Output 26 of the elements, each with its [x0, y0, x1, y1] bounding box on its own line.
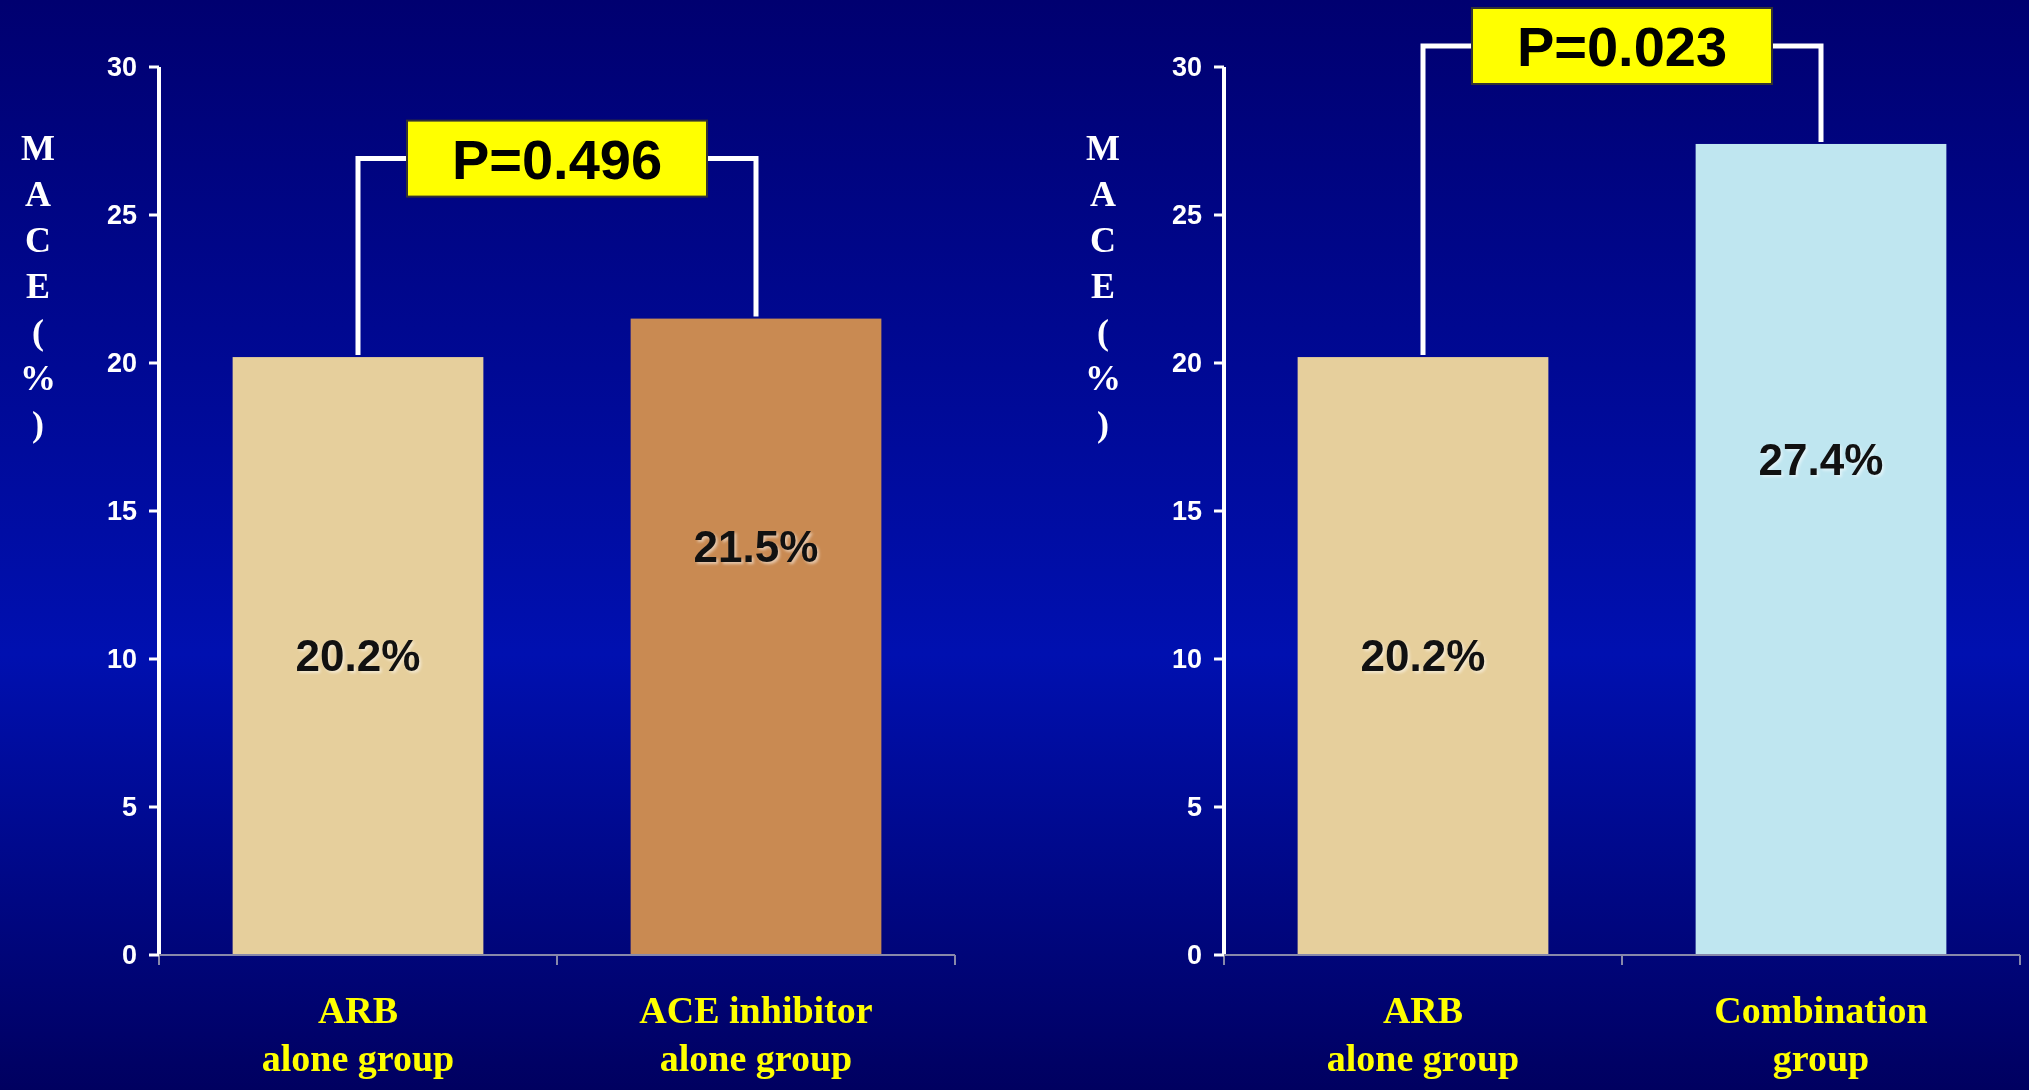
y-tick-label: 15 — [106, 496, 137, 527]
y-tick-label: 30 — [1171, 52, 1202, 83]
y-tick-label: 10 — [106, 644, 137, 675]
x-tick-label: ARB alone group — [1326, 989, 1520, 1079]
y-axis-title: MACE(%) — [1085, 128, 1121, 444]
y-tick-label: 15 — [1171, 496, 1202, 527]
y-tick-label: 0 — [1186, 940, 1202, 971]
data-label: 27.4% — [1758, 434, 1884, 484]
x-tick-label: ACE inhibitor alone group — [639, 989, 873, 1079]
y-tick-label: 20 — [106, 348, 137, 379]
y-tick-label: 10 — [1171, 644, 1202, 675]
y-tick-label: 25 — [106, 200, 137, 231]
annotation: P=0.496 — [451, 127, 663, 191]
y-tick-label: 20 — [1171, 348, 1202, 379]
x-tick-label: ARB alone group — [261, 989, 455, 1079]
y-axis-title: MACE(%) — [20, 128, 56, 444]
data-label: 20.2% — [1360, 631, 1486, 681]
y-tick-label: 5 — [121, 792, 137, 823]
data-label: 21.5% — [693, 522, 819, 572]
y-tick-label: 30 — [106, 52, 137, 83]
annotation: P=0.023 — [1516, 15, 1728, 79]
y-tick-label: 25 — [1171, 200, 1202, 231]
data-label: 20.2% — [295, 631, 421, 681]
y-tick-label: 0 — [121, 940, 137, 971]
y-tick-label: 5 — [1186, 792, 1202, 823]
x-tick-label: Combination group — [1714, 989, 1928, 1079]
